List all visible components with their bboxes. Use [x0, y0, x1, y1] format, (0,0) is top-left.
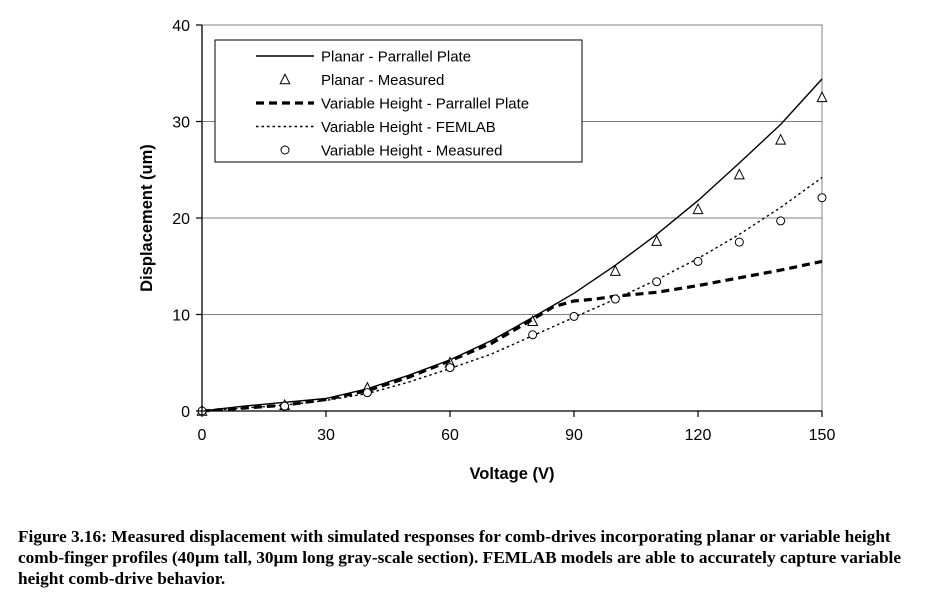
data-point: [776, 216, 786, 226]
y-tick-label: 40: [172, 18, 190, 35]
series-variable-height-parrallel-plate: [201, 259, 823, 413]
series-variable-height-measured: [197, 193, 827, 416]
legend-label: Variable Height - FEMLAB: [321, 119, 496, 136]
legend-swatch: [280, 145, 290, 155]
series-line: [201, 176, 823, 412]
legend-entry-variable-height-parrallel-plate: Variable Height - Parrallel Plate: [256, 96, 529, 113]
data-point: [817, 193, 827, 203]
y-axis-title: Displacement (um): [138, 144, 156, 292]
data-point: [445, 363, 455, 373]
y-tick-label: 20: [172, 211, 190, 228]
x-tick-label: 60: [441, 427, 459, 444]
x-axis-title: Voltage (V): [470, 465, 555, 483]
legend-label: Planar - Measured: [321, 72, 444, 89]
x-tick-label: 30: [317, 427, 335, 444]
x-tick-label: 90: [565, 427, 583, 444]
data-point: [528, 330, 538, 340]
data-point: [651, 234, 663, 246]
y-tick-label: 10: [172, 308, 190, 325]
figure-caption: Figure 3.16: Measured displacement with …: [18, 527, 902, 588]
data-point: [280, 401, 290, 411]
legend-label: Planar - Parrallel Plate: [321, 49, 471, 66]
x-tick-label: 150: [809, 427, 836, 444]
series-line: [201, 78, 823, 412]
series-planar-parrallel-plate: [201, 78, 823, 412]
data-point: [692, 202, 704, 215]
tick-labels: 0 30 60 90 120 150 0 10 20 30 40: [172, 18, 835, 444]
legend-box: [214, 39, 583, 163]
displacement-chart: 0 30 60 90 120 150 0 10 20 30 40 Voltage (V) Displ…: [138, 18, 835, 483]
data-point: [610, 294, 620, 304]
series-variable-height-femlab: [201, 176, 823, 412]
legend-entry-variable-height-femlab: Variable Height - FEMLAB: [256, 119, 496, 136]
data-point: [362, 388, 372, 398]
data-point: [733, 168, 745, 180]
y-tick-label: 0: [181, 404, 190, 421]
x-tick-label: 0: [198, 427, 207, 444]
legend-entry-planar-parrallel-plate: Planar - Parrallel Plate: [256, 49, 471, 66]
data-point: [609, 264, 621, 276]
series-line: [201, 259, 823, 413]
legend-entry-variable-height-measured: Variable Height - Measured: [280, 143, 502, 160]
series-layer: [196, 78, 828, 416]
legend: Planar - Parrallel Plate Planar - Measure…: [214, 39, 583, 163]
data-point: [693, 256, 703, 266]
legend-label: Variable Height - Measured: [321, 143, 502, 160]
axes: [196, 24, 823, 417]
legend-entry-planar-measured: Planar - Measured: [279, 72, 444, 89]
legend-swatch: [279, 73, 291, 85]
data-point: [569, 311, 579, 321]
x-tick-label: 120: [685, 427, 712, 444]
legend-label: Variable Height - Parrallel Plate: [321, 96, 529, 113]
data-point: [652, 277, 662, 287]
data-point: [775, 133, 787, 145]
y-tick-label: 30: [172, 115, 190, 132]
data-point: [816, 91, 828, 103]
data-point: [734, 237, 744, 247]
